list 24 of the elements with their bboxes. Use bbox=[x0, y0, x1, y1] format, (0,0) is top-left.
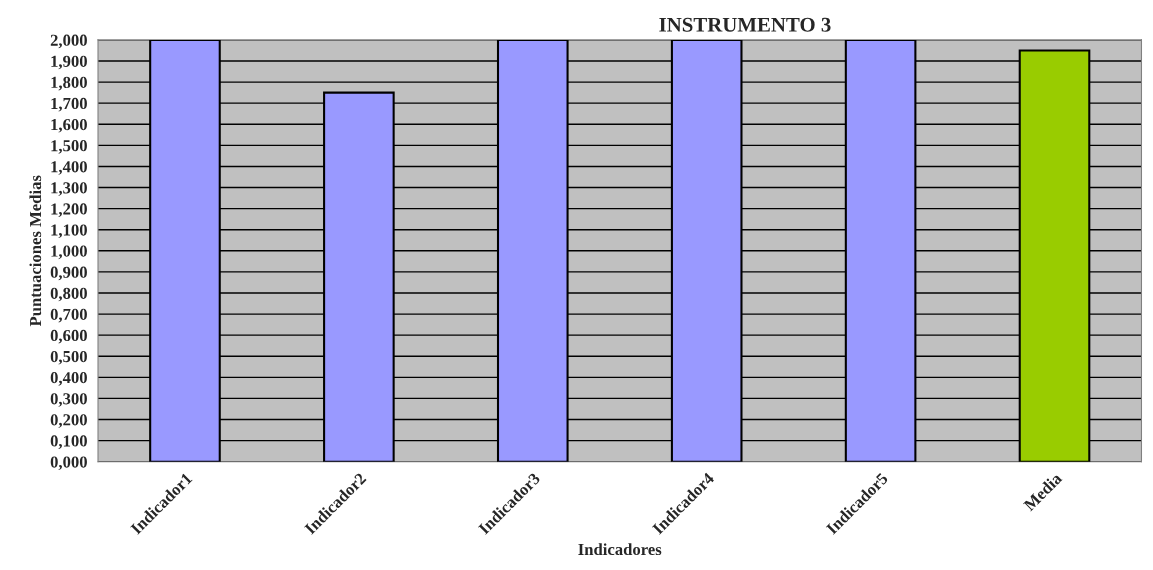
y-tick-label: 1,600 bbox=[51, 118, 87, 133]
y-tick-label: 1,800 bbox=[51, 76, 87, 91]
y-tick-label: 1,700 bbox=[51, 97, 87, 112]
y-tick-label: 1,300 bbox=[51, 182, 87, 196]
y-axis-title: Puntuaciones Medias bbox=[29, 175, 42, 327]
y-tick-label: 0,100 bbox=[50, 435, 87, 449]
y-tick-label: 0,500 bbox=[50, 350, 87, 365]
y-tick-label: 1,900 bbox=[51, 55, 87, 70]
y-tick-label: 0,000 bbox=[50, 456, 87, 471]
y-tick-label: 0,600 bbox=[50, 329, 87, 344]
y-tick-label: 0,700 bbox=[50, 308, 87, 323]
y-tick-label: 0,900 bbox=[50, 266, 87, 281]
y-tick-label: 0,200 bbox=[50, 414, 87, 428]
y-tick-label: 2,000 bbox=[50, 34, 87, 49]
y-tick-label: 1,200 bbox=[51, 203, 87, 217]
x-axis-title: Indicadores bbox=[578, 543, 662, 556]
y-tick-label: 1,500 bbox=[51, 140, 87, 154]
y-tick-label: 1,100 bbox=[51, 224, 87, 239]
y-tick-label: 0,800 bbox=[50, 287, 87, 302]
y-tick-label: 1,400 bbox=[51, 161, 87, 175]
chart-title: INSTRUMENTO 3 bbox=[659, 17, 831, 32]
y-tick-label: 0,400 bbox=[50, 372, 87, 386]
y-tick-label: 0,300 bbox=[50, 393, 87, 407]
y-tick-label: 1,000 bbox=[51, 245, 87, 260]
